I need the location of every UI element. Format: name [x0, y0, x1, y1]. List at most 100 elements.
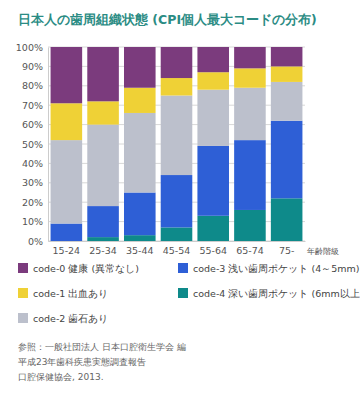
- x-tick: 65-74: [236, 241, 264, 256]
- bar: [124, 88, 156, 113]
- x-tick: 75-: [279, 241, 295, 256]
- legend-label: code-4 深い歯周ポケット (6mm以上): [193, 288, 360, 299]
- legend-item: code-1 出血あり: [18, 288, 108, 299]
- y-tick: 10%: [22, 216, 48, 227]
- x-tick-label: 25-34: [89, 245, 117, 256]
- bar: [124, 235, 156, 241]
- y-tick: 30%: [22, 177, 48, 188]
- bar: [87, 125, 119, 206]
- y-tick-label: 50%: [22, 139, 43, 150]
- bar: [51, 47, 83, 103]
- bars: [51, 47, 303, 241]
- grid: [48, 47, 305, 241]
- y-tick: 60%: [22, 119, 48, 130]
- x-axis-line: [49, 241, 306, 242]
- bar: [197, 146, 229, 216]
- y-tick: 50%: [22, 139, 48, 150]
- y-tick: 80%: [22, 80, 48, 91]
- x-tick: 55-64: [199, 241, 227, 256]
- bar: [51, 140, 83, 223]
- y-tick-label: 90%: [22, 61, 43, 72]
- y-tick: 40%: [22, 158, 48, 169]
- y-tick: 70%: [22, 100, 48, 111]
- bar: [197, 90, 229, 146]
- bar: [87, 237, 119, 241]
- x-axis: 15-24 25-34 35-44 45-54 55-64 65-74 75-: [49, 241, 306, 256]
- y-tick: 20%: [22, 197, 48, 208]
- y-axis-line: [48, 48, 49, 242]
- legend-swatch: [18, 263, 28, 273]
- x-tick-label: 45-54: [163, 245, 191, 256]
- series: [87, 198, 302, 241]
- bar: [234, 68, 266, 87]
- bar: [161, 96, 193, 176]
- x-tick-label: 35-44: [126, 245, 154, 256]
- bar: [271, 121, 303, 199]
- legend-item: code-0 健康 (異常なし): [18, 263, 139, 274]
- series: [51, 47, 303, 103]
- bar: [234, 140, 266, 210]
- bar: [271, 82, 303, 121]
- y-tick-label: 60%: [22, 119, 43, 130]
- y-tick-label: 30%: [22, 177, 43, 188]
- legend-label: code-3 浅い歯周ポケット (4～5mm): [193, 263, 359, 274]
- y-tick-label: 100%: [16, 42, 43, 53]
- title: 日本人の歯周組織状態 (CPI個人最大コードの分布): [18, 12, 317, 27]
- bar: [161, 175, 193, 227]
- legend-item: code-3 浅い歯周ポケット (4～5mm): [178, 263, 359, 274]
- x-tick: 35-44: [126, 241, 154, 256]
- legend-item: code-2 歯石あり: [18, 313, 108, 324]
- y-tick: 0%: [28, 236, 48, 247]
- legend-swatch: [18, 288, 28, 298]
- y-tick: 100%: [16, 42, 48, 53]
- bar: [51, 103, 83, 140]
- legend-label: code-0 健康 (異常なし): [33, 263, 139, 274]
- bar: [51, 224, 83, 241]
- x-tick-label: 55-64: [199, 245, 227, 256]
- y-tick-label: 40%: [22, 158, 43, 169]
- y-axis: 0% 10% 20% 30% 40% 50% 60% 70% 80% 90% 100%: [16, 42, 49, 247]
- bar: [87, 47, 119, 101]
- bar: [234, 210, 266, 241]
- bar: [161, 47, 193, 78]
- y-tick-label: 70%: [22, 100, 43, 111]
- bar: [197, 47, 229, 72]
- legend-item: code-4 深い歯周ポケット (6mm以上): [178, 288, 360, 299]
- x-tick: 15-24: [53, 241, 81, 256]
- y-tick-label: 10%: [22, 216, 43, 227]
- y-tick: 90%: [22, 61, 48, 72]
- series: [51, 82, 303, 224]
- bar: [161, 78, 193, 95]
- bar: [197, 72, 229, 89]
- x-tick-label: 65-74: [236, 245, 264, 256]
- bar: [124, 47, 156, 88]
- bar: [87, 101, 119, 124]
- bar: [87, 206, 119, 237]
- x-tick: 45-54: [163, 241, 191, 256]
- bar: [234, 47, 266, 68]
- bar: [271, 47, 303, 66]
- legend-swatch: [178, 288, 188, 298]
- bar: [124, 193, 156, 236]
- x-tick: 25-34: [89, 241, 117, 256]
- x-axis-title: 年齢階級: [307, 247, 339, 256]
- bar: [271, 66, 303, 82]
- bar: [271, 198, 303, 241]
- y-tick-label: 20%: [22, 197, 43, 208]
- y-tick-label: 0%: [28, 236, 43, 247]
- chart: 日本人の歯周組織状態 (CPI個人最大コードの分布) 0% 10% 20% 30% 40%…: [0, 0, 360, 400]
- bar: [234, 88, 266, 140]
- annotation: 口腔保健協会, 2013.: [18, 372, 104, 382]
- legend-label: code-1 出血あり: [33, 288, 108, 299]
- bar: [161, 227, 193, 241]
- y-tick-label: 80%: [22, 80, 43, 91]
- annotation: 平成23年歯科疾患実態調査報告: [18, 357, 146, 367]
- legend: code-0 健康 (異常なし) code-1 出血あり code-2 歯石あり co…: [18, 263, 360, 324]
- legend-label: code-2 歯石あり: [33, 313, 108, 324]
- annotation: 参照：一般社団法人 日本口腔衛生学会 編: [18, 342, 186, 352]
- x-tick-label: 15-24: [53, 245, 81, 256]
- bar: [124, 113, 156, 193]
- legend-swatch: [178, 263, 188, 273]
- bar: [197, 216, 229, 241]
- legend-swatch: [18, 313, 28, 323]
